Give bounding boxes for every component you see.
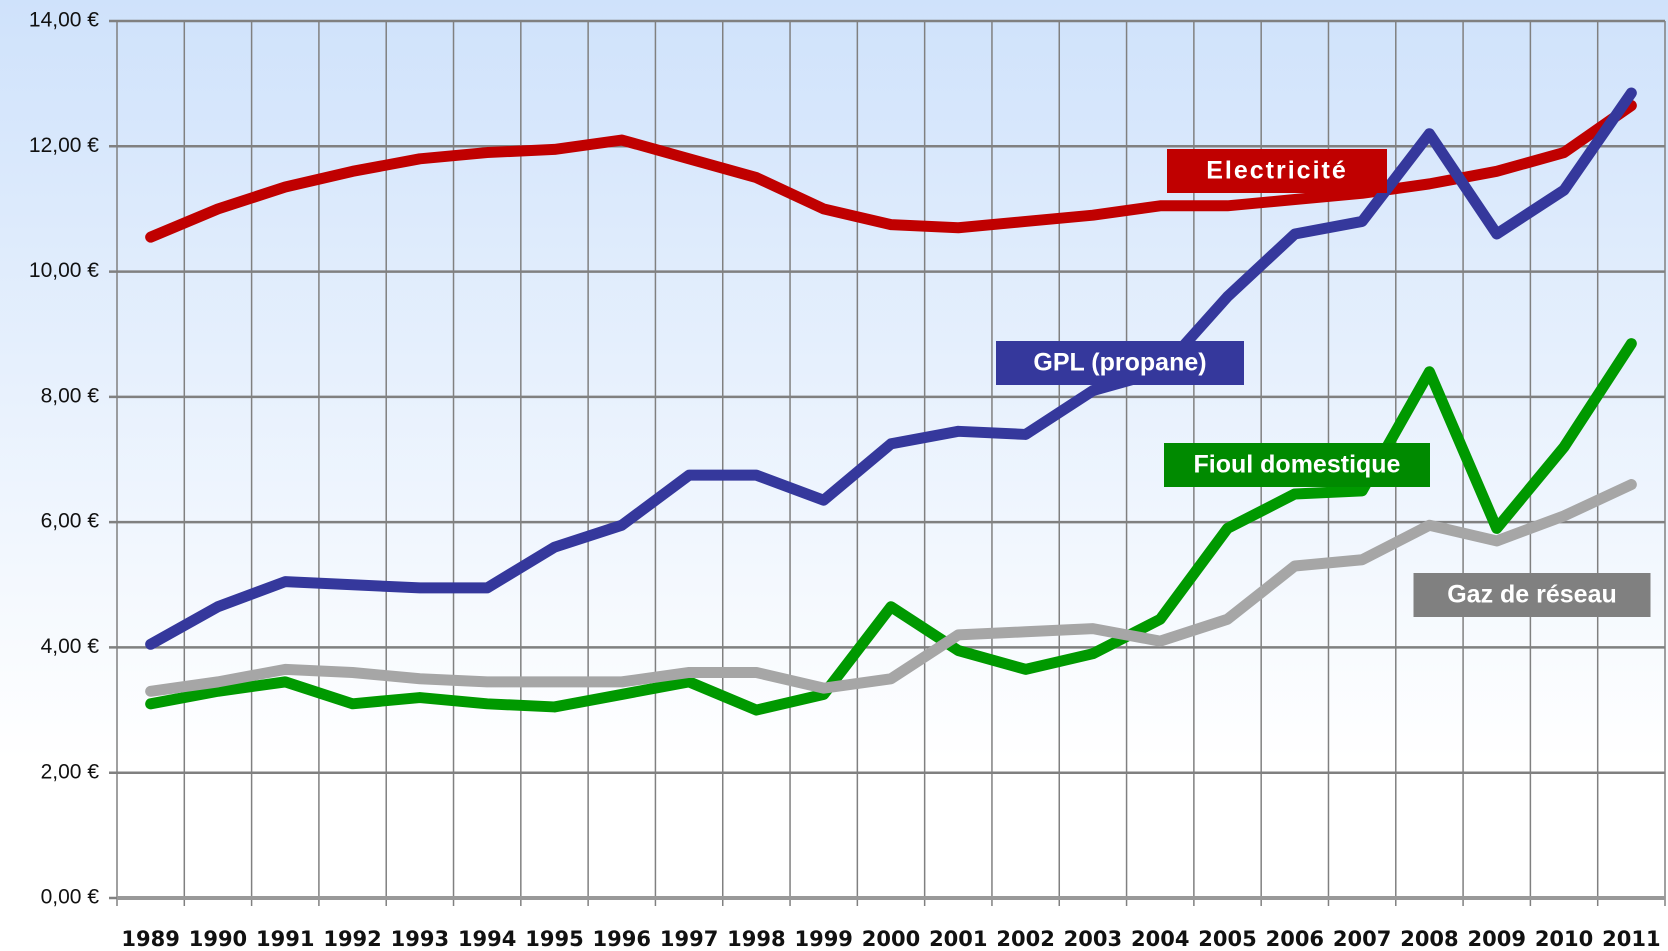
y-tick-label: 8,00 € (41, 384, 100, 407)
x-tick-label: 2010 (1535, 927, 1593, 951)
x-tick-label: 1990 (189, 927, 247, 951)
y-tick-label: 6,00 € (41, 510, 100, 533)
legend-label: GPL (propane) (1033, 349, 1206, 377)
y-tick-label: 2,00 € (41, 760, 100, 783)
y-tick-label: 12,00 € (29, 134, 99, 157)
x-tick-label: 1991 (256, 927, 314, 951)
y-tick-label: 4,00 € (41, 635, 100, 658)
x-tick-label: 1995 (525, 927, 583, 951)
label-box (1164, 443, 1430, 487)
x-tick-label: 1994 (458, 927, 516, 951)
x-tick-label: 2006 (1266, 927, 1324, 951)
legend-label: Gaz de réseau (1447, 581, 1617, 609)
series-label: GPL (propane) (996, 341, 1244, 385)
y-tick-label: 0,00 € (41, 886, 100, 909)
x-tick-label: 1996 (593, 927, 651, 951)
x-tick-label: 2002 (996, 927, 1054, 951)
x-tick-label: 2000 (862, 927, 920, 951)
x-tick-label: 2005 (1198, 927, 1256, 951)
label-box (996, 341, 1244, 385)
series-label: Fioul domestique (1164, 443, 1430, 487)
x-tick-label: 1997 (660, 927, 718, 951)
label-box (1167, 149, 1387, 193)
x-tick-label: 1992 (323, 927, 381, 951)
x-tick-label: 2011 (1602, 927, 1660, 951)
x-tick-label: 2007 (1333, 927, 1391, 951)
x-tick-label: 1993 (391, 927, 449, 951)
x-tick-label: 2003 (1064, 927, 1122, 951)
y-tick-label: 14,00 € (29, 9, 99, 32)
legend-label: Electricité (1206, 157, 1348, 185)
x-tick-label: 1999 (794, 927, 852, 951)
series-label: Gaz de réseau (1413, 573, 1651, 617)
x-tick-label: 2004 (1131, 927, 1189, 951)
series-label: Electricité (1167, 149, 1387, 193)
legend-label: Fioul domestique (1194, 451, 1401, 479)
x-tick-label: 1998 (727, 927, 785, 951)
label-box (1413, 573, 1651, 617)
x-tick-label: 2008 (1400, 927, 1458, 951)
x-tick-label: 2001 (929, 927, 987, 951)
y-tick-label: 10,00 € (29, 259, 99, 282)
series-line (145, 479, 1637, 697)
x-tick-label: 2009 (1468, 927, 1526, 951)
x-tick-label: 1989 (121, 927, 179, 951)
